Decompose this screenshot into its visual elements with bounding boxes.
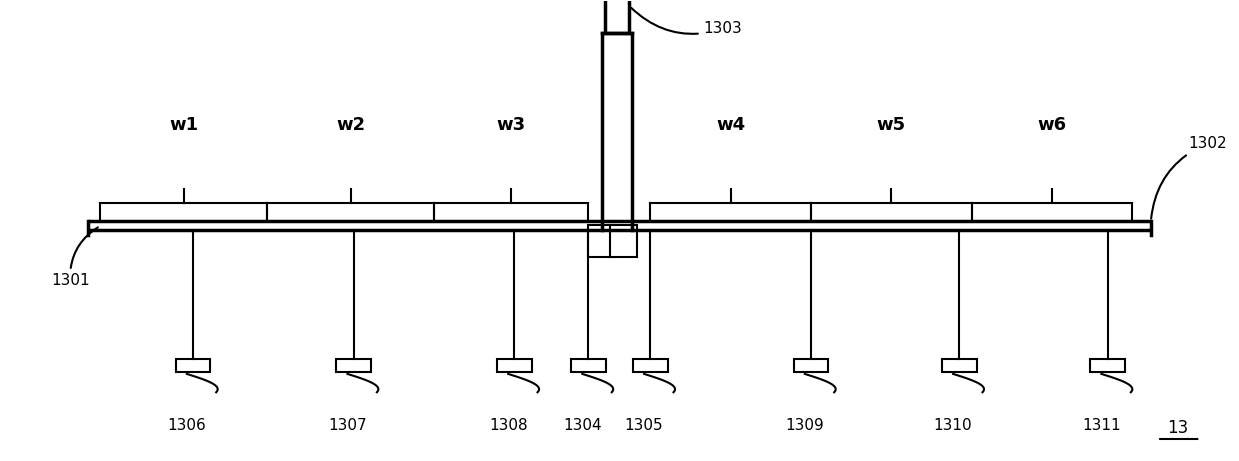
FancyBboxPatch shape [794, 359, 829, 372]
FancyBboxPatch shape [497, 359, 532, 372]
Text: 1303: 1303 [632, 8, 742, 36]
Text: 1305: 1305 [624, 419, 663, 433]
FancyBboxPatch shape [589, 225, 616, 257]
Text: w1: w1 [170, 116, 198, 134]
Text: 1307: 1307 [328, 419, 367, 433]
FancyBboxPatch shape [336, 359, 370, 372]
Text: w6: w6 [1037, 116, 1067, 134]
Text: 1309: 1309 [786, 419, 824, 433]
Text: w2: w2 [336, 116, 366, 134]
Text: 1306: 1306 [167, 419, 206, 433]
Text: 13: 13 [1167, 419, 1188, 437]
Text: 1302: 1302 [1151, 136, 1227, 219]
FancyBboxPatch shape [605, 0, 629, 34]
FancyBboxPatch shape [571, 359, 606, 372]
Text: 1310: 1310 [934, 419, 973, 433]
FancyBboxPatch shape [1090, 359, 1125, 372]
FancyBboxPatch shape [633, 359, 668, 372]
Text: 1301: 1301 [51, 227, 98, 289]
FancyBboxPatch shape [610, 225, 637, 257]
Text: 1304: 1304 [563, 419, 602, 433]
FancyBboxPatch shape [942, 359, 976, 372]
Text: w4: w4 [716, 116, 745, 134]
Text: w5: w5 [877, 116, 906, 134]
Text: w3: w3 [497, 116, 525, 134]
Text: 1311: 1311 [1082, 419, 1121, 433]
FancyBboxPatch shape [176, 359, 211, 372]
Text: 1308: 1308 [489, 419, 528, 433]
